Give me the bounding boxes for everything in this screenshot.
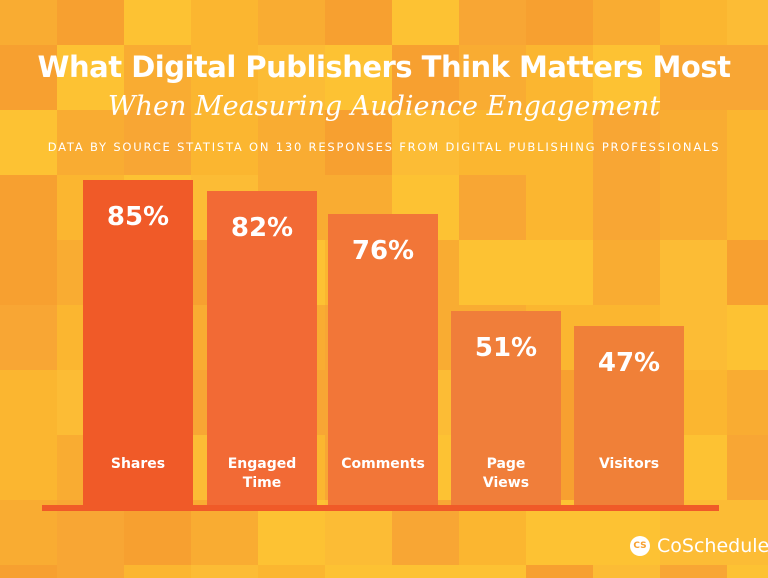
- mosaic-tile: [526, 240, 593, 305]
- category-label: Page Views: [482, 456, 530, 491]
- mosaic-tile: [0, 175, 57, 240]
- mosaic-tile: [660, 240, 727, 305]
- chart-title: What Digital Publishers Think Matters Mo…: [37, 50, 731, 84]
- mosaic-tile: [57, 110, 124, 175]
- mosaic-tile: [727, 305, 768, 370]
- category-label: Shares: [110, 456, 166, 472]
- mosaic-tile: [0, 305, 57, 370]
- mosaic-tile: [593, 175, 660, 240]
- mosaic-tile: [459, 0, 526, 45]
- mosaic-tile: [258, 0, 325, 45]
- mosaic-tile: [57, 45, 124, 110]
- mosaic-tile: [325, 565, 392, 578]
- mosaic-tile: [727, 110, 768, 175]
- category-label: Comments: [341, 456, 425, 472]
- bar: [83, 179, 193, 507]
- value-label: 51%: [474, 332, 538, 363]
- mosaic-tile: [191, 0, 258, 45]
- mosaic-tile: [392, 45, 459, 110]
- value-label: 47%: [597, 348, 661, 379]
- mosaic-tile: [593, 45, 660, 110]
- mosaic-tile: [124, 565, 191, 578]
- coschedule-logo-icon: CS: [630, 536, 650, 556]
- mosaic-tile: [727, 45, 768, 110]
- mosaic-tile: [124, 110, 191, 175]
- mosaic-tile: [0, 565, 57, 578]
- mosaic-tile: [57, 0, 124, 45]
- mosaic-tile: [459, 565, 526, 578]
- mosaic-tile: [325, 0, 392, 45]
- mosaic-tile: [593, 0, 660, 45]
- value-label: 76%: [351, 236, 415, 267]
- mosaic-tile: [57, 565, 124, 578]
- bar: [207, 191, 317, 507]
- mosaic-tile: [392, 565, 459, 578]
- source-note: DATA BY SOURCE STATISTA ON 130 RESPONSES…: [47, 140, 721, 154]
- mosaic-tile: [526, 565, 593, 578]
- coschedule-logo: CS CoSchedule: [630, 535, 768, 557]
- category-label: Visitors: [598, 456, 660, 472]
- mosaic-tile: [593, 240, 660, 305]
- mosaic-tile: [526, 110, 593, 175]
- mosaic-tile: [258, 110, 325, 175]
- x-axis-line: [42, 505, 719, 511]
- mosaic-tile: [0, 110, 57, 175]
- mosaic-tile: [526, 175, 593, 240]
- mosaic-tile: [660, 175, 727, 240]
- mosaic-tile: [727, 500, 768, 565]
- mosaic-tile: [727, 370, 768, 435]
- mosaic-tile: [727, 435, 768, 500]
- mosaic-tile: [191, 565, 258, 578]
- mosaic-tile: [325, 110, 392, 175]
- mosaic-tile: [526, 45, 593, 110]
- bar: [328, 214, 438, 507]
- mosaic-tile: [593, 565, 660, 578]
- bar: [574, 326, 684, 507]
- mosaic-tile: [459, 240, 526, 305]
- mosaic-tile: [727, 240, 768, 305]
- mosaic-tile: [727, 0, 768, 45]
- mosaic-tile: [258, 565, 325, 578]
- mosaic-tile: [660, 0, 727, 45]
- mosaic-tile: [459, 175, 526, 240]
- mosaic-tile: [191, 45, 258, 110]
- mosaic-tile: [593, 110, 660, 175]
- bar: [451, 310, 561, 507]
- value-label: 82%: [230, 213, 294, 244]
- mosaic-tile: [0, 435, 57, 500]
- mosaic-tile: [660, 110, 727, 175]
- mosaic-tile: [459, 45, 526, 110]
- mosaic-tile: [727, 565, 768, 578]
- mosaic-tile: [459, 110, 526, 175]
- mosaic-tile: [526, 0, 593, 45]
- mosaic-tile: [258, 45, 325, 110]
- mosaic-tile: [124, 0, 191, 45]
- mosaic-tile: [0, 45, 57, 110]
- mosaic-tile: [392, 110, 459, 175]
- value-label: 85%: [106, 201, 170, 232]
- category-label: Engaged Time: [227, 456, 297, 491]
- mosaic-tile: [325, 45, 392, 110]
- logo-text: CoSchedule: [657, 535, 768, 557]
- mosaic-tile: [124, 45, 191, 110]
- chart-subtitle: When Measuring Audience Engagement: [107, 91, 661, 122]
- mosaic-tile: [0, 240, 57, 305]
- mosaic-tile: [0, 370, 57, 435]
- mosaic-tile: [0, 0, 57, 45]
- mosaic-tile: [660, 45, 727, 110]
- mosaic-tile: [727, 175, 768, 240]
- mosaic-tile: [191, 110, 258, 175]
- mosaic-tile: [392, 0, 459, 45]
- mosaic-tile: [660, 565, 727, 578]
